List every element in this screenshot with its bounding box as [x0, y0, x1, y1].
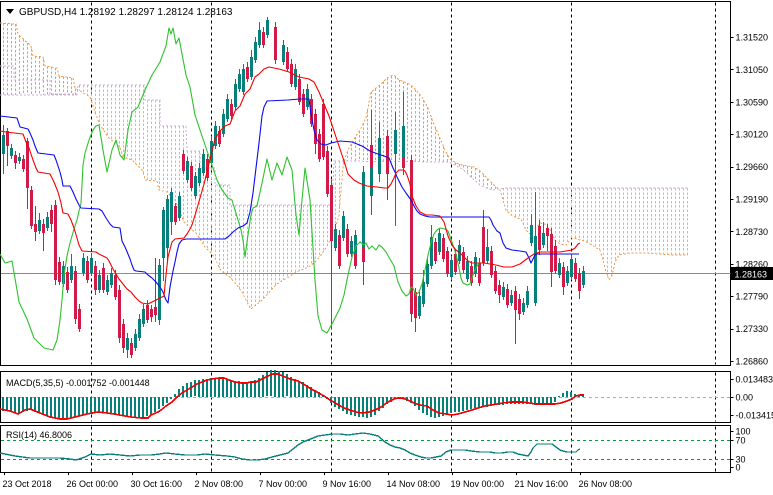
- svg-text:RSI(14) 46.8006: RSI(14) 46.8006: [6, 430, 72, 440]
- svg-text:GBPUSD,H4 1.28192 1.28297 1.2: GBPUSD,H4 1.28192 1.28297 1.28124 1.2816…: [19, 7, 233, 18]
- svg-text:1.28260: 1.28260: [736, 259, 769, 269]
- svg-text:0.013483: 0.013483: [736, 375, 773, 385]
- svg-text:1.28163: 1.28163: [735, 270, 768, 280]
- svg-text:2 Nov 08:00: 2 Nov 08:00: [195, 479, 244, 489]
- svg-text:30: 30: [736, 455, 746, 465]
- svg-text:26 Nov 08:00: 26 Nov 08:00: [579, 479, 633, 489]
- svg-text:1.27790: 1.27790: [736, 292, 769, 302]
- svg-text:-0.013415: -0.013415: [736, 411, 773, 421]
- svg-text:30 Oct 16:00: 30 Oct 16:00: [131, 479, 183, 489]
- svg-text:1.29660: 1.29660: [736, 162, 769, 172]
- svg-text:70: 70: [736, 436, 746, 446]
- svg-text:1.31050: 1.31050: [736, 65, 769, 75]
- svg-text:9 Nov 16:00: 9 Nov 16:00: [323, 479, 372, 489]
- svg-text:14 Nov 08:00: 14 Nov 08:00: [387, 479, 441, 489]
- svg-text:1.28730: 1.28730: [736, 227, 769, 237]
- svg-text:1.29190: 1.29190: [736, 195, 769, 205]
- svg-text:26 Oct 00:00: 26 Oct 00:00: [67, 479, 119, 489]
- svg-text:1.31520: 1.31520: [736, 33, 769, 43]
- svg-text:21 Nov 16:00: 21 Nov 16:00: [515, 479, 569, 489]
- svg-text:23 Oct 2018: 23 Oct 2018: [3, 479, 52, 489]
- svg-text:100: 100: [736, 427, 751, 437]
- svg-text:1.30590: 1.30590: [736, 97, 769, 107]
- svg-text:0: 0: [736, 463, 741, 473]
- svg-text:0.00: 0.00: [736, 393, 754, 403]
- svg-text:1.26860: 1.26860: [736, 357, 769, 367]
- svg-text:MACD(5,35,5) -0.001752 -0.0014: MACD(5,35,5) -0.001752 -0.001448: [6, 378, 150, 388]
- svg-text:7 Nov 00:00: 7 Nov 00:00: [259, 479, 308, 489]
- svg-text:1.27330: 1.27330: [736, 324, 769, 334]
- svg-text:19 Nov 00:00: 19 Nov 00:00: [451, 479, 505, 489]
- svg-text:1.30120: 1.30120: [736, 130, 769, 140]
